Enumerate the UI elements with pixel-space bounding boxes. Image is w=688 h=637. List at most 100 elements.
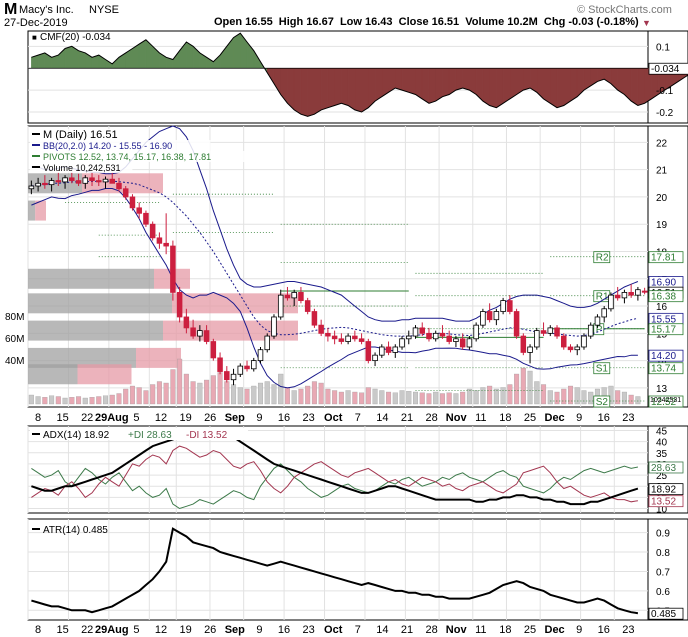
candle-body [109, 178, 115, 184]
pivot-value-P: 15.17 [651, 325, 676, 336]
candle-body [55, 180, 62, 183]
candle-body [561, 335, 567, 348]
price-x-tick-label: 9 [576, 412, 582, 424]
symbol-title: M [4, 1, 18, 18]
price-x-tick-label: 26 [204, 412, 216, 424]
bb-lower-value: 14.20 [651, 351, 676, 362]
bb-upper-value: 16.90 [651, 278, 676, 289]
pivot-value-P-box [648, 323, 684, 336]
pivot-marker-S2: S2 [596, 397, 609, 408]
price-legend-main: M (Daily) 16.51 [43, 129, 118, 141]
volume-bar [35, 396, 41, 405]
price-y-tick-label: 19 [656, 220, 668, 231]
atr-x-tick-label: 21 [401, 624, 413, 636]
volume-bar [129, 385, 135, 405]
atr-panel-axis [647, 518, 688, 621]
candle-body [406, 335, 412, 340]
volume-bar [433, 391, 439, 405]
cmf-area-segment [489, 67, 497, 109]
volume-bar [305, 385, 311, 405]
cmf-area-segment [563, 67, 571, 106]
volume-bar [527, 370, 533, 405]
candle-body [163, 242, 169, 247]
pivot-value-S2-box [648, 395, 684, 408]
candle-body [534, 330, 540, 348]
candle-body [540, 330, 547, 334]
volume-bar [338, 391, 344, 405]
volume-bar [197, 382, 203, 405]
cmf-area-segment [556, 67, 565, 109]
atr-panel [27, 518, 649, 621]
pivot-marker-S1: S1 [596, 364, 609, 375]
volume-bar [69, 397, 75, 405]
atr-last-value-box [648, 607, 684, 620]
volume-bar [123, 388, 129, 405]
cmf-area-segment [455, 67, 463, 91]
cmf-area-segment [334, 67, 342, 106]
volume-bar [352, 391, 358, 405]
atr-x-tick-label: Sep [225, 624, 245, 636]
volume-bar [480, 387, 486, 405]
date-label: 27-Dec-2019 [4, 17, 68, 29]
candle-body [304, 300, 311, 312]
company-name: Macy's Inc. [19, 4, 74, 16]
volume-bar [359, 392, 365, 405]
candle-body [352, 335, 358, 340]
atr-x-tick-label: 9 [256, 624, 262, 636]
cmf-y-tick-label: -0.1 [656, 86, 674, 97]
atr-x-tick-label: 18 [499, 624, 511, 636]
candle-body [102, 178, 109, 183]
cmf-last-value: -0.034 [651, 64, 680, 75]
candle-body [284, 294, 291, 299]
cmf-line [31, 32, 688, 117]
cmf-area-segment [462, 67, 470, 91]
candle-body [129, 196, 136, 209]
volume-bar [163, 382, 169, 405]
price-x-tick-label: Nov [446, 412, 468, 424]
candle-body [116, 182, 122, 190]
candle-body [419, 327, 425, 334]
candle-body [62, 177, 68, 183]
volume-bar [466, 388, 472, 405]
candle-body [574, 346, 580, 351]
price-x-tick-label: Sep [225, 412, 245, 424]
cmf-area-segment [314, 67, 322, 115]
volume-bar [311, 381, 317, 405]
price-legend-main-bg [30, 129, 137, 140]
volume-bar [581, 390, 587, 405]
adx-y-tick-label: 40 [656, 438, 668, 449]
atr-x-tick-label: 28 [425, 624, 437, 636]
volume-bar [325, 388, 331, 405]
vbp-bar-red [163, 320, 298, 341]
volume-bar [541, 384, 547, 405]
candle-body [554, 327, 560, 337]
atr-x-tick-label: 25 [524, 624, 536, 636]
volume-bar [136, 387, 142, 405]
cmf-area-segment [233, 32, 241, 69]
atr-x-tick-label: Dec [545, 624, 565, 636]
candle-body [244, 365, 250, 370]
watermark: © StockCharts.com [577, 4, 672, 16]
volume-bar [291, 390, 297, 405]
volume-bar [621, 391, 627, 405]
price-x-tick-label: 16 [278, 412, 290, 424]
atr-x-tick-label: Nov [446, 624, 468, 636]
cmf-last-value-box [648, 62, 688, 75]
volume-bar [143, 390, 149, 405]
cmf-area-segment [637, 67, 645, 106]
candle-body [298, 292, 304, 302]
candle-body [372, 354, 378, 362]
candle-body [500, 300, 506, 312]
volume-bar [237, 387, 243, 405]
cmf-area-segment [550, 67, 558, 109]
volume-bar [453, 393, 459, 405]
pivot-value-S1-box [648, 362, 684, 375]
volume-bar [561, 388, 567, 405]
volume-bar [554, 391, 560, 405]
atr-x-tick-label: 14 [376, 624, 388, 636]
vbp-bar-grey [28, 364, 78, 385]
pivot-marker-R1: R1 [596, 292, 609, 303]
candle-body [493, 311, 500, 321]
volume-bar [76, 396, 82, 405]
volume-bar [365, 387, 371, 405]
